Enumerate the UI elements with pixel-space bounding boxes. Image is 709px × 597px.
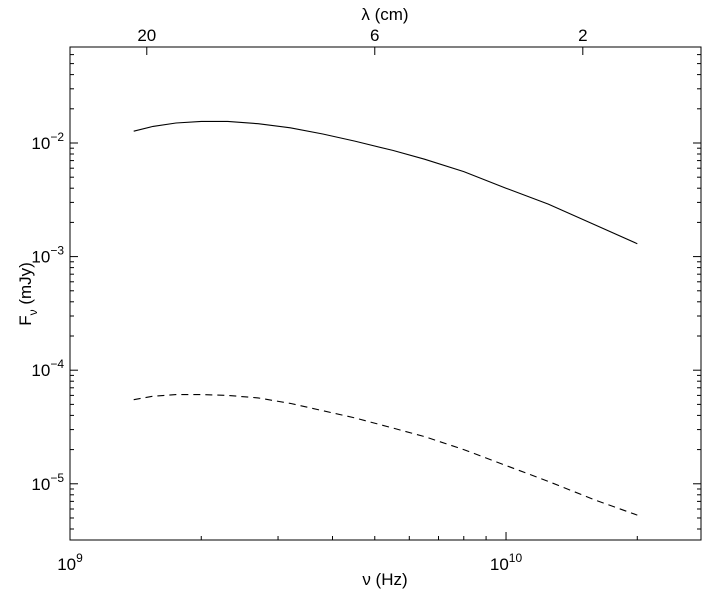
series-curves <box>133 120 638 516</box>
y-axis-title-unit: (mJy) <box>16 262 35 309</box>
y-tick-label: 10−5 <box>31 471 64 494</box>
dashed-series-line <box>133 394 638 516</box>
top-axis-tick-label: 2 <box>578 26 587 45</box>
plot-frame <box>69 46 702 541</box>
axis-ticks <box>69 46 701 540</box>
top-axis-tick-label: 20 <box>137 26 156 45</box>
x-tick-label: 1010 <box>490 551 523 574</box>
tick-labels: 109 1010 10−5 10−4 10−3 10−2 20 6 2 <box>31 26 587 574</box>
y-tick-label: 10−3 <box>31 244 64 267</box>
x-tick-label: 109 <box>57 551 83 574</box>
solid-series-line <box>133 120 638 245</box>
y-axis-title: Fν (mJy) <box>16 262 40 326</box>
y-axis-title-main: F <box>16 315 35 325</box>
top-axis-tick-label: 6 <box>370 26 379 45</box>
y-tick-label: 10−2 <box>31 130 64 153</box>
y-axis-title-subscript: ν <box>26 309 40 315</box>
x-axis-title: ν (Hz) <box>362 570 407 589</box>
y-tick-label: 10−4 <box>31 357 64 380</box>
top-axis-title: λ (cm) <box>361 5 408 24</box>
